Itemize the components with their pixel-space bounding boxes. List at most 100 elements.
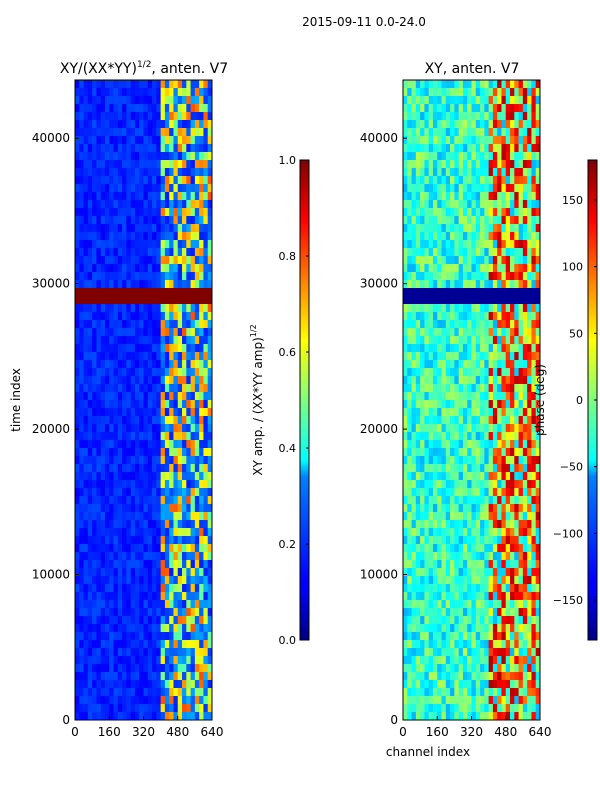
left-heat-cell: [122, 496, 127, 505]
right-heat-cell: [411, 240, 417, 249]
right-heat-cell: [441, 176, 447, 185]
left-heat-cell: [143, 624, 149, 633]
right-heat-cell: [488, 168, 494, 177]
right-heat-cell: [475, 336, 481, 345]
left-heat-cell: [130, 704, 136, 713]
left-heat-cell: [130, 144, 136, 153]
right-heat-cell: [488, 456, 494, 465]
left-heat-cell: [113, 624, 119, 633]
right-heat-cell: [424, 616, 430, 625]
left-heat-cell: [186, 248, 191, 257]
right-heat-cell: [411, 632, 417, 641]
right-heat-cell: [441, 248, 447, 257]
left-y-tick-label: 30000: [32, 277, 70, 291]
left-heat-cell: [96, 504, 102, 513]
right-heat-cell: [407, 632, 412, 641]
left-heat-cell: [117, 680, 123, 689]
left-heat-cell: [152, 600, 157, 609]
right-heat-cell: [522, 552, 528, 561]
left-heat-cell: [75, 600, 80, 609]
right-heat-cell: [441, 272, 447, 281]
right-heat-cell: [497, 280, 502, 289]
left-heat-cell: [186, 160, 191, 169]
right-heat-cell: [497, 96, 502, 105]
right-heat-cell: [415, 584, 421, 593]
right-heat-cell: [471, 512, 477, 521]
right-heat-cell: [527, 216, 532, 225]
left-heat-cell: [147, 696, 153, 705]
right-heat-cell: [432, 448, 438, 457]
right-heat-cell: [514, 560, 519, 569]
right-heat-cell: [432, 160, 438, 169]
right-heat-cell: [518, 600, 524, 609]
left-heat-cell: [96, 480, 102, 489]
left-heat-cell: [143, 104, 149, 113]
right-heat-cell: [462, 368, 468, 377]
right-heat-cell: [475, 144, 481, 153]
left-heat-cell: [186, 440, 191, 449]
left-heat-cell: [79, 80, 84, 89]
left-heat-cell: [83, 352, 89, 361]
left-heat-cell: [139, 584, 144, 593]
right-heat-cell: [420, 296, 425, 305]
right-heat-cell: [471, 200, 477, 209]
right-heat-cell: [475, 376, 481, 385]
right-heat-cell: [531, 120, 537, 129]
right-heat-cell: [428, 360, 434, 369]
right-heat-cell: [415, 240, 421, 249]
left-heat-cell: [75, 472, 80, 481]
left-heat-cell: [104, 320, 110, 329]
left-heat-cell: [104, 480, 110, 489]
left-heat-cell: [122, 384, 127, 393]
right-heat-cell: [407, 168, 412, 177]
left-heat-cell: [169, 152, 174, 161]
left-heat-cell: [92, 480, 97, 489]
left-heat-cell: [182, 408, 187, 417]
right-heat-cell: [424, 80, 430, 89]
right-heat-cell: [458, 368, 464, 377]
left-heat-cell: [87, 224, 93, 233]
left-heat-cell: [156, 664, 162, 673]
left-heat-cell: [96, 560, 102, 569]
left-heat-cell: [152, 248, 157, 257]
right-heat-cell: [518, 360, 524, 369]
right-heat-cell: [428, 288, 434, 297]
left-heat-cell: [152, 536, 157, 545]
right-heat-cell: [505, 144, 511, 153]
left-heat-cell: [126, 160, 132, 169]
left-heat-cell: [100, 640, 106, 649]
left-heat-cell: [134, 472, 140, 481]
left-heat-cell: [194, 232, 200, 241]
left-heat-cell: [147, 664, 153, 673]
left-heat-cell: [92, 408, 97, 417]
right-heat-cell: [437, 376, 442, 385]
right-heat-cell: [437, 392, 442, 401]
left-heat-cell: [156, 512, 162, 521]
right-heat-cell: [514, 160, 519, 169]
left-heat-cell: [100, 672, 106, 681]
right-heat-cell: [484, 112, 490, 121]
right-heat-cell: [428, 520, 434, 529]
right-heat-cell: [505, 608, 511, 617]
right-heat-cell: [488, 352, 494, 361]
left-heat-cell: [177, 560, 183, 569]
left-heat-cell: [113, 96, 119, 105]
left-heat-cell: [156, 624, 162, 633]
right-heat-cell: [501, 336, 507, 345]
left-heat-cell: [96, 328, 102, 337]
right-heat-cell: [475, 448, 481, 457]
right-heat-cell: [522, 576, 528, 585]
left-heat-cell: [139, 280, 144, 289]
right-heat-cell: [484, 336, 490, 345]
right-heat-cell: [514, 272, 519, 281]
left-heat-cell: [194, 120, 200, 129]
right-heat-cell: [501, 128, 507, 137]
right-heat-cell: [411, 120, 417, 129]
right-heat-cell: [527, 312, 532, 321]
left-heat-cell: [143, 224, 149, 233]
right-heat-cell: [471, 384, 477, 393]
left-heat-cell: [182, 280, 187, 289]
right-heat-cell: [505, 256, 511, 265]
left-heat-cell: [96, 576, 102, 585]
left-heat-cell: [207, 384, 213, 393]
